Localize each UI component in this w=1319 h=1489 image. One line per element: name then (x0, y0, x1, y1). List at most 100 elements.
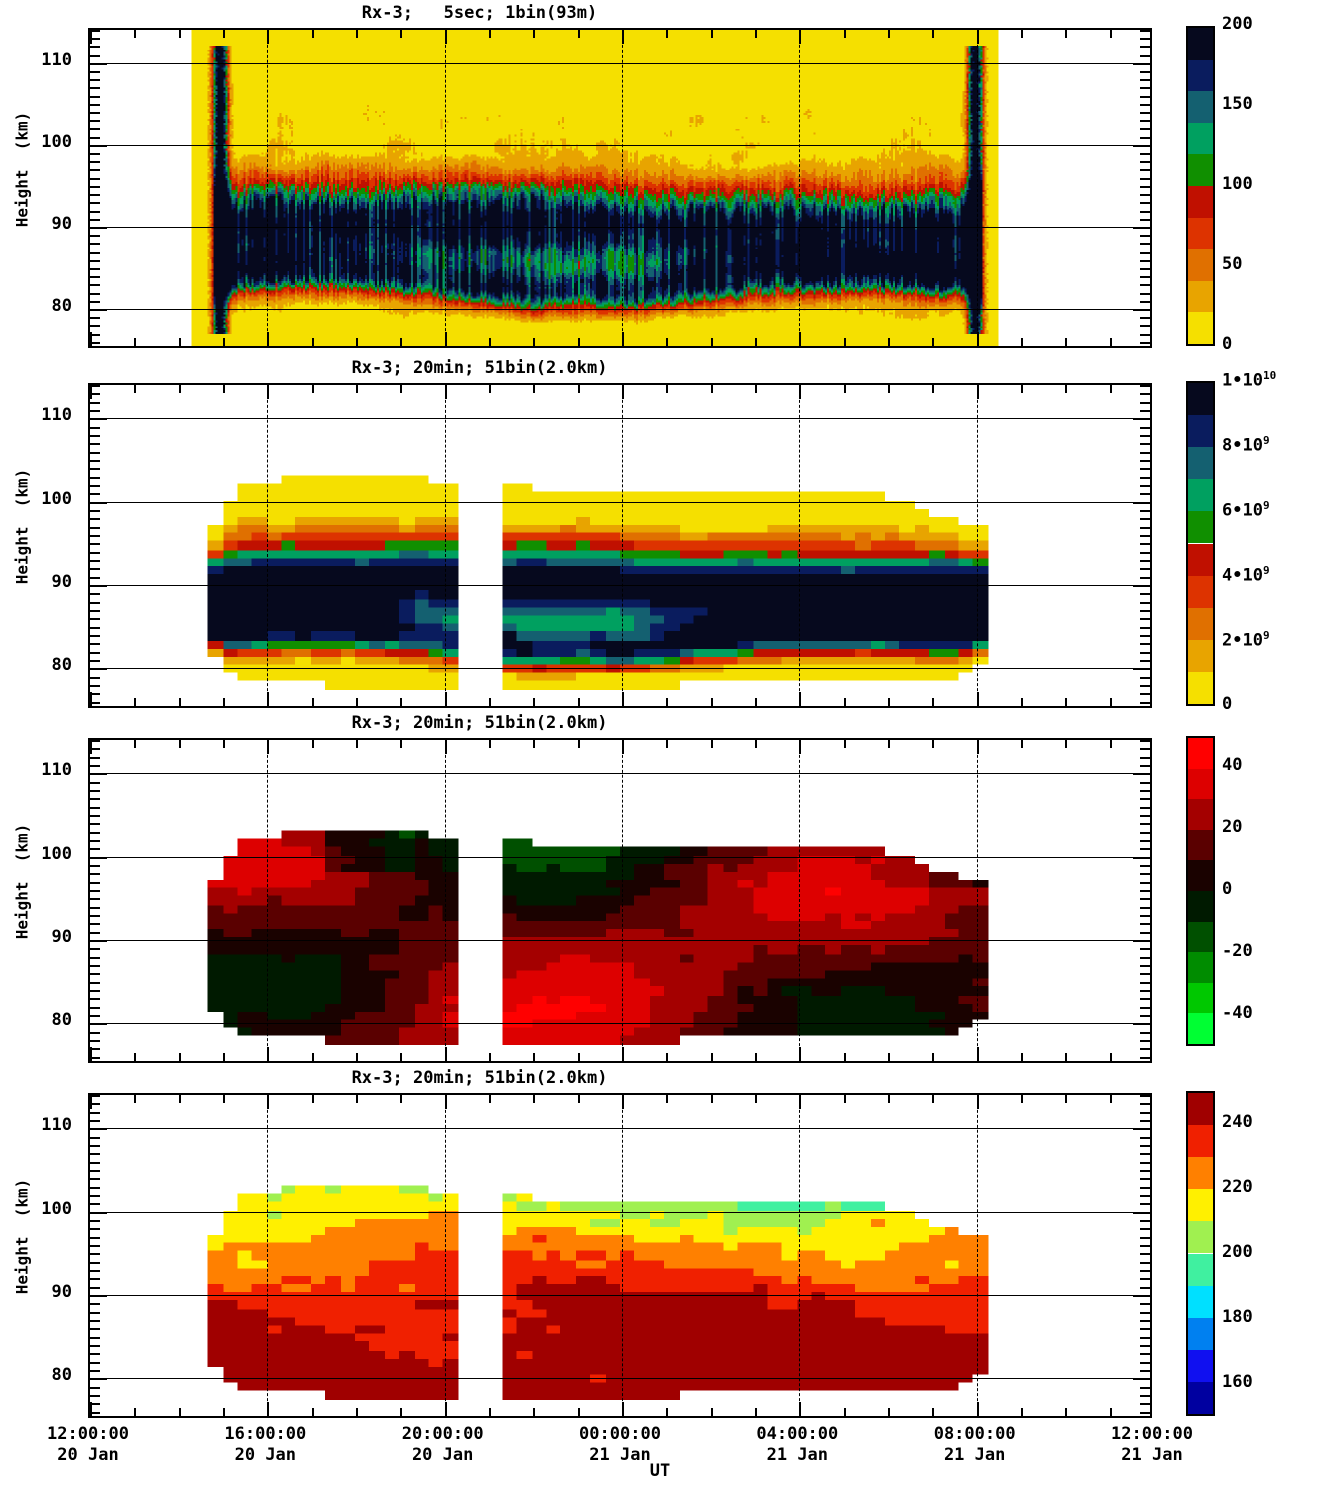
y-tick-minor (1140, 1236, 1150, 1239)
x-tick-minor (1109, 698, 1112, 706)
x-tick-time: 08:00:00 (933, 1424, 1016, 1444)
x-tick-minor (356, 385, 358, 393)
y-tick-minor (1140, 693, 1150, 696)
y-tick-minor (1140, 38, 1150, 41)
y-tick-major (90, 940, 107, 942)
panel-3-plot-area[interactable] (88, 738, 1152, 1063)
gridline-vertical (444, 30, 446, 346)
x-tick-minor (1021, 1095, 1023, 1103)
x-tick-minor (178, 698, 181, 706)
y-tick-minor (1140, 1186, 1150, 1189)
y-tick-minor (90, 815, 100, 817)
gridline-vertical (267, 1095, 269, 1416)
y-tick-minor (1140, 765, 1150, 767)
x-tick-minor (1021, 1053, 1023, 1061)
y-tick-minor (1140, 676, 1150, 679)
colorbar-segment (1188, 829, 1213, 861)
x-tick-minor (178, 385, 181, 393)
x-tick-minor (134, 385, 137, 393)
y-tick-major (90, 668, 107, 671)
x-tick-label: 12:00:00 21 Jan (1072, 1424, 1232, 1466)
x-tick-minor (755, 1053, 757, 1061)
x-tick-minor (134, 30, 137, 38)
colorbar-segment (1188, 738, 1213, 769)
colorbar-segment (1188, 982, 1213, 1014)
x-tick-label: 00:00:00 21 Jan (540, 1424, 700, 1466)
y-tick-minor (90, 560, 100, 562)
x-tick-minor (843, 1053, 846, 1061)
y-tick-major (1133, 1295, 1150, 1297)
y-tick-minor (90, 136, 100, 139)
y-tick-minor (90, 873, 100, 876)
y-tick-minor (1140, 46, 1150, 49)
y-tick-label: 90 (51, 1282, 72, 1302)
y-tick-major (90, 1211, 107, 1214)
y-tick-minor (1140, 923, 1150, 926)
y-tick-label: 80 (51, 655, 72, 676)
y-tick-minor (90, 568, 100, 571)
y-tick-minor (1140, 626, 1150, 629)
x-tick-minor (666, 740, 669, 748)
y-tick-minor (1140, 701, 1150, 704)
colorbar-segment (1188, 1285, 1213, 1318)
x-tick-minor (223, 1053, 225, 1061)
panel-1-plot-area[interactable] (88, 28, 1152, 348)
x-tick-major (444, 692, 447, 706)
y-tick-minor (90, 71, 100, 74)
x-tick-minor (843, 1408, 846, 1416)
y-tick-minor (90, 1220, 100, 1222)
y-tick-major (90, 856, 107, 859)
colorbar-tick-label: 150 (1222, 94, 1253, 114)
y-tick-minor (1140, 401, 1150, 404)
colorbar-segment (1188, 1221, 1213, 1254)
y-tick-minor (90, 202, 100, 205)
y-tick-minor (90, 251, 100, 254)
x-tick-minor (311, 338, 314, 346)
y-tick-minor (90, 46, 100, 49)
x-tick-minor (932, 30, 935, 38)
x-tick-major (444, 30, 447, 44)
y-tick-minor (90, 1395, 100, 1397)
panel-3-title: Rx-3; 20min; 51bin(2.0km) (351, 713, 608, 733)
y-tick-minor (90, 740, 100, 742)
y-tick-minor (1140, 1161, 1150, 1164)
y-tick-minor (1140, 95, 1150, 98)
y-tick-minor (1140, 460, 1150, 462)
gridline-horizontal (90, 773, 1150, 775)
y-tick-minor (90, 1161, 100, 1164)
x-tick-minor (888, 385, 890, 393)
panel-2-heatmap (90, 385, 1150, 706)
x-axis-title: UT (649, 1461, 671, 1481)
x-tick-major (976, 332, 979, 346)
x-tick-minor (533, 385, 536, 393)
gridline-vertical (444, 740, 446, 1061)
gridline-horizontal (90, 1128, 1150, 1130)
y-tick-minor (90, 676, 100, 679)
x-tick-minor (489, 30, 491, 38)
y-tick-minor (1140, 276, 1150, 279)
panel-1-heatmap (90, 30, 1150, 346)
y-tick-minor (90, 292, 100, 295)
x-tick-minor (1021, 385, 1023, 393)
colorbar-segment (1188, 1093, 1213, 1126)
x-tick-minor (1065, 1053, 1068, 1061)
y-tick-minor (90, 1411, 100, 1414)
x-tick-label: 16:00:00 20 Jan (185, 1424, 345, 1466)
y-tick-minor (90, 1120, 100, 1122)
colorbar-segment (1188, 799, 1213, 830)
x-tick-minor (755, 698, 757, 706)
y-tick-minor (1140, 30, 1150, 32)
x-tick-minor (533, 338, 536, 346)
gridline-vertical (267, 30, 269, 346)
y-tick-minor (1140, 1278, 1150, 1281)
x-tick-major (799, 385, 802, 399)
panel-4-plot-area[interactable] (88, 1093, 1152, 1418)
y-tick-minor (1140, 333, 1150, 336)
x-tick-minor (356, 338, 358, 346)
x-tick-minor (311, 698, 314, 706)
x-tick-major (90, 385, 92, 399)
x-tick-minor (1065, 30, 1068, 38)
y-tick-minor (1140, 153, 1150, 156)
panel-2-plot-area[interactable] (88, 383, 1152, 708)
x-tick-minor (1109, 1053, 1112, 1061)
